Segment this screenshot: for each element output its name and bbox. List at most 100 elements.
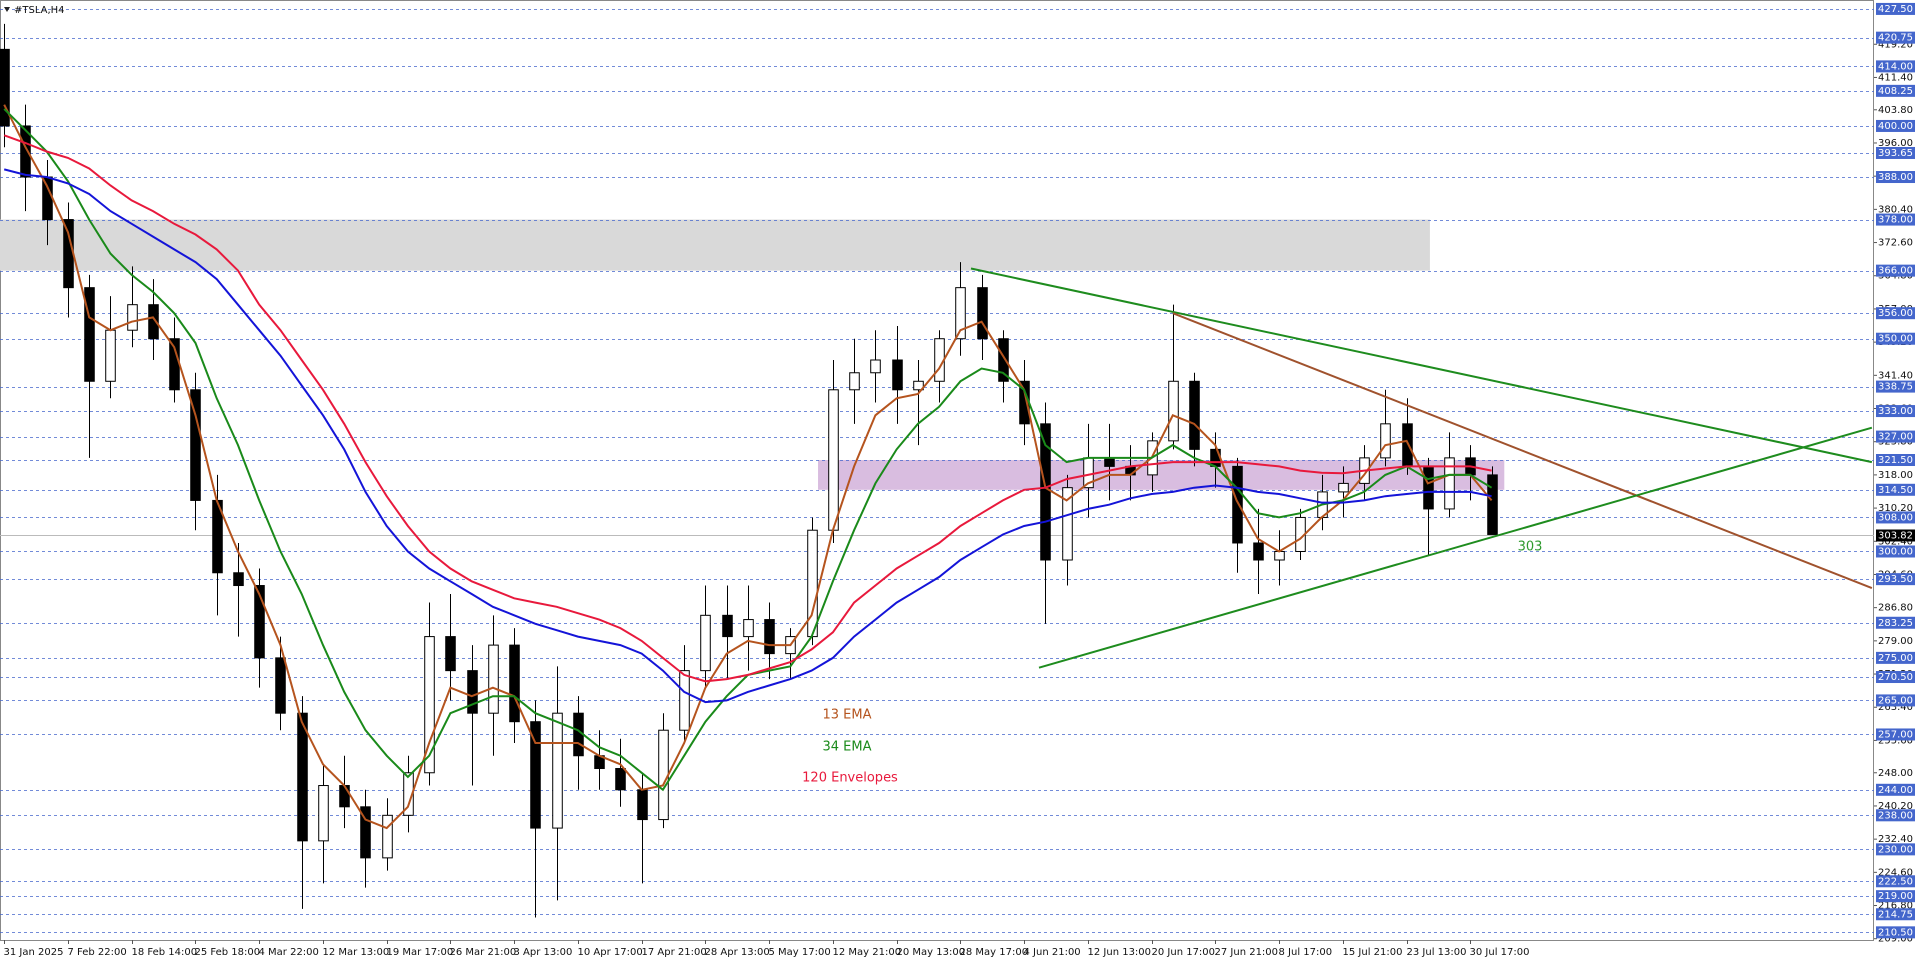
level-label-box [1876,926,1915,939]
level-label-box [1876,119,1915,132]
level-label-box [1876,332,1915,345]
candle-body [764,619,775,655]
level-label-box [1876,146,1915,159]
annotation: 303 [1518,540,1543,555]
y-tick-label: 255.60 [1878,735,1913,746]
level-label: 300.00 [1878,546,1913,557]
level-label: 308.00 [1878,512,1913,523]
candle-body [254,585,265,659]
level-label: 338.75 [1878,382,1913,393]
last-price-label: 303.82 [1878,531,1913,542]
candle-body [1444,457,1455,510]
level-label-box [1876,307,1915,320]
y-tick-label: 232.40 [1878,834,1913,845]
y-tick-label: 318.00 [1878,470,1913,481]
x-tick-label: 7 Feb 22:00 [68,947,127,958]
x-tick-label: 19 Mar 17:00 [387,947,454,958]
candle-body [84,287,95,382]
level-label-box [1876,430,1915,443]
candle-body [1423,465,1434,510]
candle-body [0,48,10,127]
x-tick-label: 3 Apr 13:00 [514,947,573,958]
level-label: 408.25 [1878,86,1913,97]
level-label-box [1876,616,1915,629]
x-tick-label: 10 Apr 17:00 [578,947,643,958]
candle-body [679,670,690,731]
level-label-box [1876,694,1915,707]
level-label: 219.00 [1878,891,1913,902]
candle-body [849,372,860,391]
level-label: 388.00 [1878,172,1913,183]
level-label-box [1876,890,1915,903]
x-tick-label: 18 Feb 14:00 [132,947,198,958]
candle-body [424,636,435,774]
level-label: 230.00 [1878,844,1913,855]
candle-body [1380,423,1391,459]
x-tick-label: 5 May 17:00 [769,947,831,958]
level-label-box [1876,671,1915,684]
chart-title: #TSLA,H4 [14,5,65,16]
level-label-box [1876,31,1915,44]
indicator-line [3,168,1492,704]
y-tick-label: 403.80 [1878,105,1913,116]
menu-arrow[interactable] [4,7,10,12]
candle-body [658,729,669,821]
candle-body [360,806,371,859]
level-label: 293.50 [1878,574,1913,585]
x-tick-label: 17 Apr 21:00 [642,947,707,958]
level-label: 356.00 [1878,308,1913,319]
candle-body [1487,474,1498,535]
candle-body [190,389,201,501]
candle-body [339,785,350,808]
x-tick-label: 12 Jun 13:00 [1088,947,1152,958]
level-label: 283.25 [1878,618,1913,629]
x-tick-label: 4 Mar 22:00 [259,947,319,958]
legend-entry: 120 Envelopes [802,771,898,786]
candle-body [148,304,159,340]
level-label-box [1876,454,1915,466]
y-tick-label: 396.00 [1878,138,1913,149]
candle-body [1168,380,1179,442]
y-tick-label: 380.40 [1878,204,1913,215]
candle-body [743,619,754,638]
level-label-box [1876,728,1915,741]
candle-body [1232,465,1243,544]
level-label-box [1876,651,1915,664]
legend-entry: 13 EMA [823,708,872,723]
candle-body [275,657,286,714]
x-tick-label: 8 Jul 17:00 [1279,947,1333,958]
y-tick-label: 216.80 [1878,901,1913,912]
x-tick-label: 26 Mar 21:00 [450,947,517,958]
candle-body [509,644,520,723]
candle-body [870,359,881,374]
level-label-box [1876,84,1915,97]
y-tick-label: 263.40 [1878,702,1913,713]
trendline [970,267,1873,464]
x-tick-label: 20 Jun 17:00 [1152,947,1216,958]
level-label: 270.50 [1878,672,1913,683]
y-tick-label: 341.40 [1878,370,1913,381]
x-tick-label: 12 May 21:00 [833,947,902,958]
level-label: 222.50 [1878,876,1913,887]
candle-body [828,389,839,531]
level-label: 393.65 [1878,148,1913,159]
plot-area [0,9,1874,933]
candle-body [1402,423,1413,467]
level-label: 321.50 [1878,455,1913,466]
level-label-box [1876,573,1915,586]
y-tick-label: 240.20 [1878,801,1913,812]
level-label-box [1876,843,1915,856]
y-tick-label: 302.40 [1878,536,1913,547]
x-tick-label: 12 Mar 13:00 [323,947,390,958]
level-label-box [1876,213,1915,226]
level-label-box [1876,380,1915,393]
x-tick-label: 25 Feb 18:00 [195,947,261,958]
trendline [1038,426,1873,669]
zone [0,219,1430,271]
level-label-box [1876,2,1915,15]
candle-body [297,712,308,842]
level-label-box [1876,405,1915,418]
level-label: 214.75 [1878,909,1913,920]
level-label: 414.00 [1878,61,1913,72]
